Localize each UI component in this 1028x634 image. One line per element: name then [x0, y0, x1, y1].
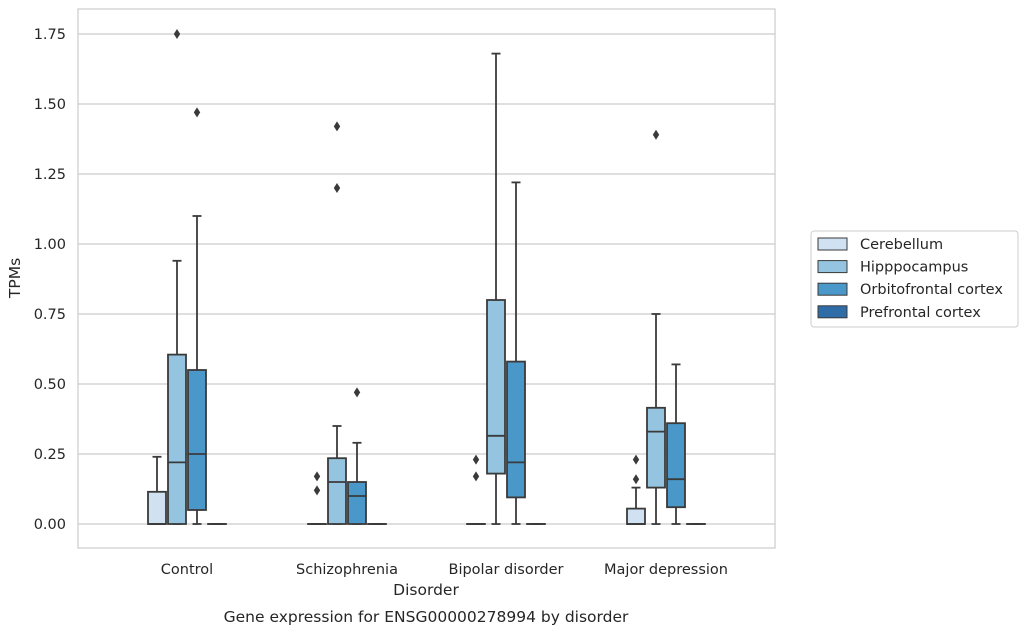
x-axis-label: Disorder — [393, 581, 459, 599]
outlier-point — [632, 474, 640, 485]
y-tick-labels: 0.00 0.25 0.50 0.75 1.00 1.25 1.50 1.75 — [34, 27, 66, 533]
outlier-point — [472, 454, 480, 465]
box-body — [626, 507, 646, 525]
x-tick-label: Control — [161, 562, 213, 578]
legend-label: Cerebellum — [860, 237, 943, 253]
box-body — [506, 360, 526, 499]
outlier-point — [173, 29, 181, 39]
outlier-point — [652, 129, 660, 140]
outlier-point — [472, 471, 480, 482]
legend-label: Prefrontal cortex — [860, 305, 981, 321]
plot-frame — [77, 8, 776, 549]
box-body — [486, 299, 506, 475]
box-0-2 — [466, 454, 486, 525]
box-body — [646, 406, 666, 489]
x-tick-label: Major depression — [604, 562, 728, 578]
box-body — [147, 490, 167, 525]
box-body — [327, 457, 347, 525]
y-tick-label: 1.50 — [34, 97, 66, 113]
box-2-0 — [187, 107, 207, 525]
outlier-point — [333, 121, 341, 132]
x-tick-label: Bipolar disorder — [449, 562, 564, 578]
box-1-0 — [167, 29, 187, 525]
box-1-3 — [646, 129, 666, 525]
box-body — [187, 369, 207, 511]
chart-caption: Gene expression for ENSG00000278994 by d… — [224, 608, 629, 626]
legend: Cerebellum Hipppocampus Orbitofrontal cort… — [810, 230, 1019, 328]
y-tick-label: 0.50 — [34, 377, 66, 393]
box-0-0 — [147, 455, 167, 525]
y-tick-label: 0.00 — [34, 517, 66, 533]
x-tick-labels: Control Schizophrenia Bipolar disorder Majo… — [161, 562, 728, 578]
x-tick-label: Schizophrenia — [296, 562, 398, 578]
y-tick-label: 1.00 — [34, 237, 66, 253]
box-2-3 — [666, 363, 686, 525]
y-axis-label: TPMs — [6, 258, 24, 299]
box-2-2 — [506, 181, 526, 525]
box-0-1 — [307, 471, 327, 525]
legend-label: Hipppocampus — [860, 260, 968, 276]
y-tick-label: 1.75 — [34, 27, 66, 43]
box-1-1 — [327, 121, 347, 525]
legend-swatch — [817, 260, 848, 274]
box-1-2 — [486, 52, 506, 525]
legend-swatch — [817, 237, 848, 251]
outlier-point — [313, 471, 321, 482]
y-tick-label: 0.75 — [34, 307, 66, 323]
legend-swatch — [817, 282, 848, 296]
outlier-point — [353, 387, 361, 398]
box-body — [666, 422, 686, 509]
box-0-3 — [626, 454, 646, 525]
y-tick-label: 0.25 — [34, 447, 66, 463]
y-tick-label: 1.25 — [34, 167, 66, 183]
box-body — [347, 481, 367, 525]
box-2-1 — [347, 387, 367, 525]
outlier-point — [313, 485, 321, 496]
box-body — [167, 353, 187, 525]
legend-frame — [810, 230, 1019, 328]
legend-label: Orbitofrontal cortex — [860, 282, 1003, 298]
legend-swatch — [817, 305, 848, 319]
outlier-point — [333, 183, 341, 193]
boxes — [147, 29, 706, 525]
outlier-point — [193, 107, 201, 118]
outlier-point — [632, 454, 640, 465]
